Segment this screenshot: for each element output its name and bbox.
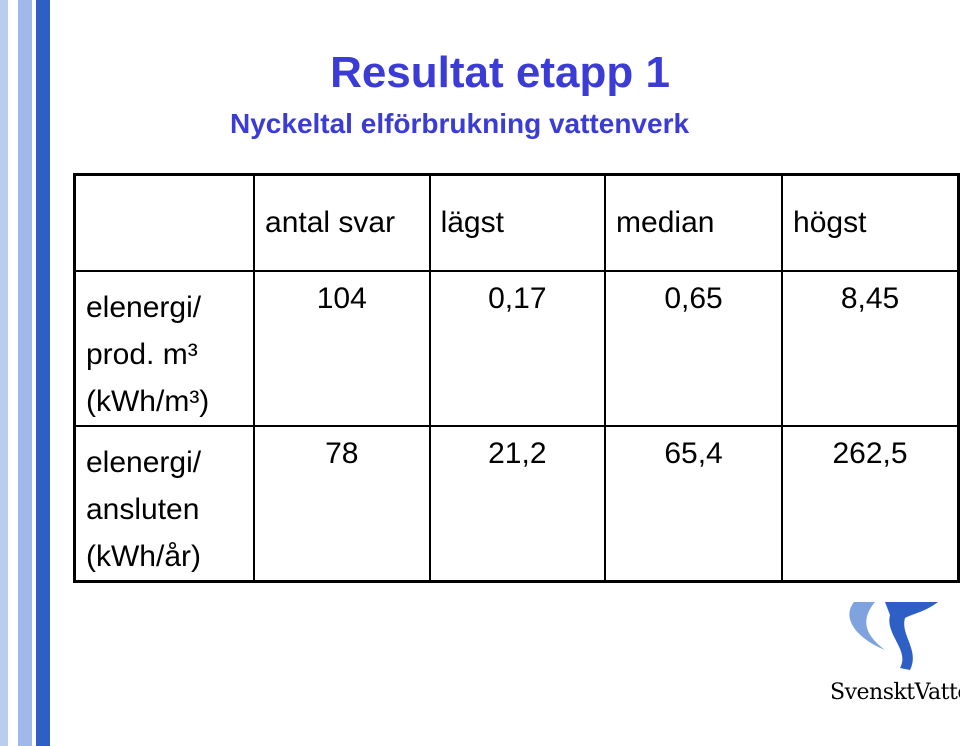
row: elenergi/ansluten (kWh/år) 78 21,2 65,4 262,5 bbox=[73, 425, 960, 583]
header-row: antal svar lägst median högst bbox=[73, 173, 960, 272]
cell: 78 bbox=[253, 425, 431, 583]
cell: 104 bbox=[253, 270, 431, 427]
cell: 0,17 bbox=[428, 270, 607, 427]
row-label-line: (kWh/m³) bbox=[86, 385, 210, 418]
cell: 262,5 bbox=[781, 425, 960, 583]
title: Resultat etapp 1 bbox=[330, 48, 670, 97]
column-header: antal svar bbox=[253, 173, 431, 272]
stripe bbox=[36, 0, 50, 746]
cell: 0,65 bbox=[604, 270, 784, 427]
row: elenergi/prod. m³ (kWh/m³) 104 0,17 0,65 8,45 bbox=[73, 270, 960, 427]
cell: 65,4 bbox=[604, 425, 784, 583]
row-label: elenergi/prod. m³ (kWh/m³) bbox=[73, 270, 256, 427]
row-label-line: elenergi/ bbox=[86, 291, 202, 324]
row-label-line: elenergi/ bbox=[86, 446, 202, 479]
column-header: median bbox=[604, 173, 784, 272]
row-label-line: ansluten bbox=[86, 493, 200, 526]
corner-cell bbox=[73, 173, 256, 272]
subtitle: Nyckeltal elförbrukning vattenverk bbox=[230, 108, 690, 139]
column-header: högst bbox=[781, 173, 960, 272]
logo-mark bbox=[849, 602, 938, 670]
logo-text: SvensktVatten bbox=[830, 680, 960, 705]
cell: 21,2 bbox=[428, 425, 607, 583]
row-label-line: prod. m³ bbox=[86, 338, 198, 371]
stripe bbox=[0, 0, 8, 746]
stripe bbox=[18, 0, 32, 746]
column-header: lägst bbox=[428, 173, 607, 272]
row-label-line: (kWh/år) bbox=[86, 540, 201, 573]
cell: 8,45 bbox=[781, 270, 960, 427]
table: antal svar lägst median högst elenergi/prod… bbox=[73, 173, 960, 583]
row-label: elenergi/ansluten (kWh/år) bbox=[73, 425, 256, 583]
